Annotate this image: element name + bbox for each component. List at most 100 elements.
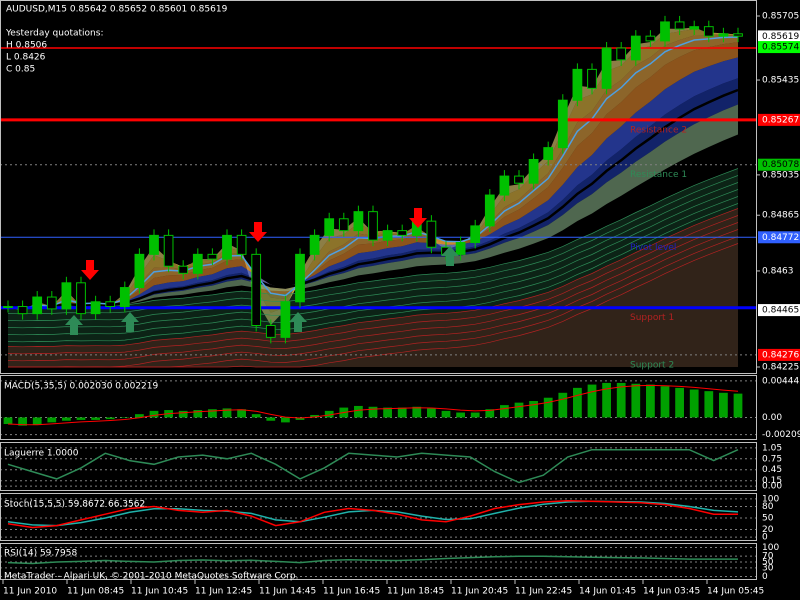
macd-bar xyxy=(412,406,422,418)
panel-tick-label: 0.00 xyxy=(762,482,782,492)
fan-line xyxy=(7,222,739,362)
price-label: 0.85705 xyxy=(762,12,799,22)
macd-bar xyxy=(689,389,699,418)
macd-bar xyxy=(719,392,728,418)
macd-bar xyxy=(149,410,159,418)
level-label: Support 1 xyxy=(630,313,674,323)
candle-body xyxy=(718,33,729,37)
price-marker-label: 0.85619 xyxy=(762,32,799,42)
panel-tick-label: -0.00209 xyxy=(762,430,800,440)
candle-body xyxy=(3,306,13,309)
candle-body xyxy=(265,324,276,338)
fan-line xyxy=(8,229,739,368)
candle-body xyxy=(324,218,335,236)
panel-tick-label: 100 xyxy=(762,494,779,504)
level-label: Resistance 2 xyxy=(630,125,687,135)
fan-band xyxy=(8,208,738,367)
stoch-frame xyxy=(0,493,757,541)
candle-body xyxy=(192,253,203,274)
candle-body xyxy=(17,306,28,315)
macd-bar xyxy=(295,417,305,420)
candle-body xyxy=(733,33,743,37)
price-label: 0.85035 xyxy=(762,170,799,180)
time-label: 11 Jun 10:45 xyxy=(131,587,188,597)
macd-signal xyxy=(7,384,739,426)
panel-tick-label: 50 xyxy=(762,514,774,524)
panel-tick-label: 0.45 xyxy=(762,465,782,475)
candle-body xyxy=(178,265,189,274)
macd-bar xyxy=(587,384,597,418)
macd-bar xyxy=(558,392,568,418)
candle-body xyxy=(222,234,232,260)
macd-bar xyxy=(427,408,436,418)
price-marker xyxy=(758,231,800,244)
stoch-title: Stoch(15,5,5) 59.8672 66.3562 xyxy=(4,500,145,510)
sell-arrow xyxy=(81,260,99,280)
symbol-line: AUDUSD,M15 0.85642 0.85652 0.85601 0.856… xyxy=(6,5,228,15)
values-line xyxy=(7,555,738,565)
candle-body xyxy=(543,147,554,160)
price-label: 0.84225 xyxy=(762,363,799,373)
macd-bar xyxy=(456,412,465,418)
macd-bar xyxy=(383,407,392,418)
macd-bar xyxy=(470,412,480,418)
macd-bar xyxy=(543,397,553,418)
candle-body xyxy=(630,35,641,61)
rsi-title: RSI(14) 59.7958 xyxy=(4,549,77,559)
time-label: 14 Jun 03:45 xyxy=(643,587,700,597)
buy-arrow xyxy=(65,315,83,335)
candle-body xyxy=(251,253,262,326)
macd-bar xyxy=(120,417,130,418)
signal-arrows xyxy=(65,208,459,335)
macd-bar xyxy=(733,393,743,418)
candle-body xyxy=(32,296,43,315)
macd-bar xyxy=(441,410,451,418)
candle-body xyxy=(499,175,510,196)
candle-body xyxy=(660,21,670,42)
macd-bar xyxy=(281,417,290,423)
candle-body xyxy=(309,234,320,255)
yesterday-title: Yesterday quotations: xyxy=(5,29,103,39)
panel-tick-label: 0.004445 xyxy=(762,376,800,386)
macd-bar xyxy=(631,383,641,418)
price-marker xyxy=(758,30,800,43)
candle-body xyxy=(149,234,159,255)
panel-tick-label: 70 xyxy=(762,552,774,562)
macd-bar xyxy=(368,406,378,418)
time-label: 11 Jun 08:45 xyxy=(67,587,124,597)
candle-body xyxy=(572,68,583,101)
time-label: 11 Jun 16:45 xyxy=(323,587,380,597)
candle-body xyxy=(528,158,539,184)
macd-bar xyxy=(47,417,57,423)
candle-body xyxy=(76,282,86,315)
candle-body xyxy=(163,234,174,267)
time-label: 11 Jun 20:45 xyxy=(451,587,508,597)
fan-line xyxy=(7,203,739,343)
ma-ribbon xyxy=(8,42,738,309)
level-label: Pivot level xyxy=(630,243,676,253)
fan-line xyxy=(7,215,739,355)
laguerre-frame xyxy=(0,442,757,491)
panel-tick-label: 80 xyxy=(762,502,774,512)
macd-bar xyxy=(208,409,217,418)
price-label: 0.84865 xyxy=(762,211,799,221)
time-label: 14 Jun 05:45 xyxy=(707,587,764,597)
candle-body xyxy=(90,301,101,315)
macd-title: MACD(5,35,5) 0.002030 0.002219 xyxy=(4,382,159,392)
candle-body xyxy=(426,220,437,248)
ma-ribbon xyxy=(8,104,738,308)
macd-bar xyxy=(105,417,115,420)
macd-bar xyxy=(704,391,714,418)
macd-bar xyxy=(135,414,144,418)
candle-body xyxy=(353,211,364,232)
panel-tick-label: 30 xyxy=(762,563,774,573)
macd-bar xyxy=(514,402,524,418)
candle-body xyxy=(601,47,612,89)
macd-bar xyxy=(675,387,684,418)
time-label: 14 Jun 01:45 xyxy=(579,587,636,597)
macd-bar xyxy=(616,382,626,418)
level-label: Resistance 1 xyxy=(630,170,687,180)
candle-body xyxy=(645,35,656,42)
macd-bar xyxy=(397,407,407,418)
